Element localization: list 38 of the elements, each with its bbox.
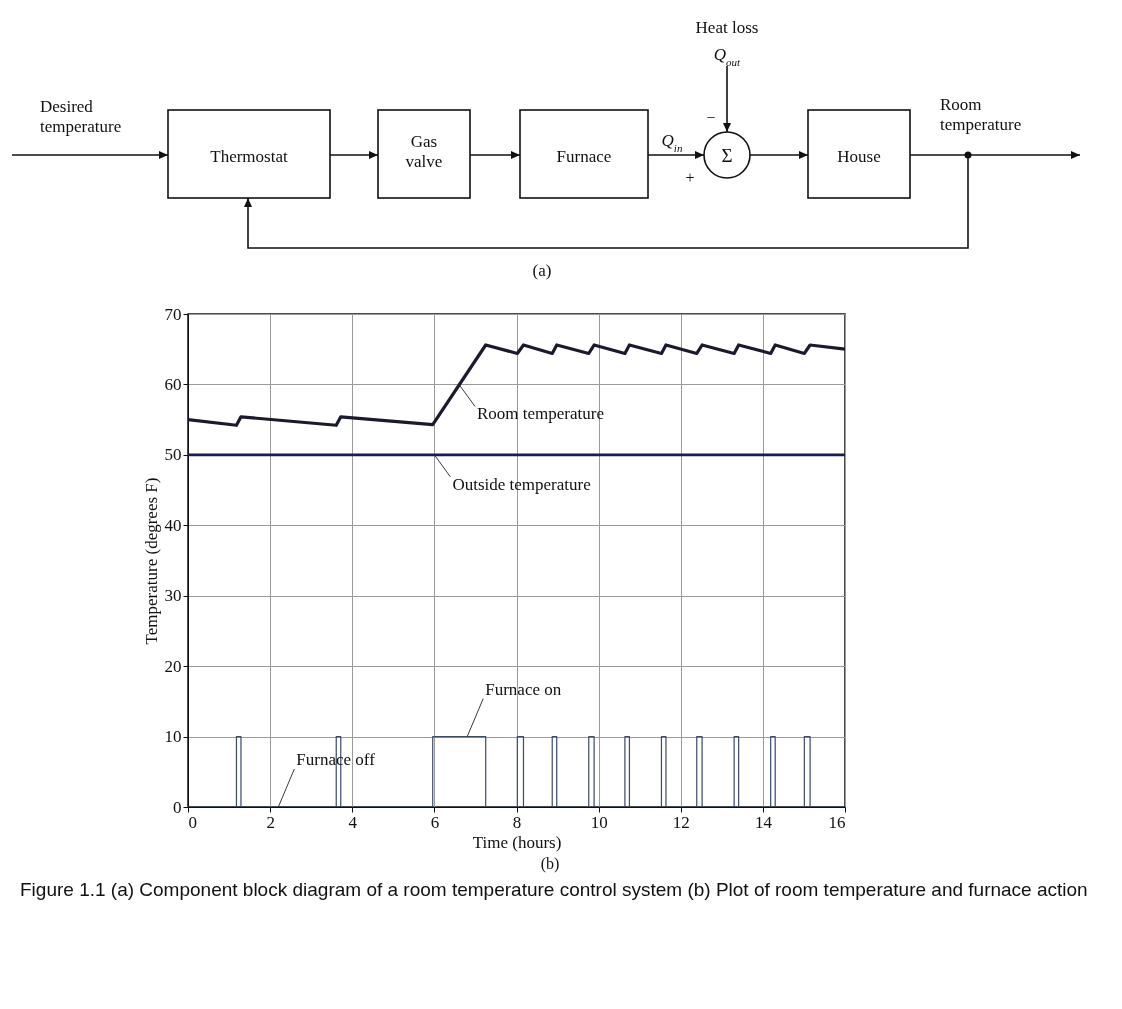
annotation: Room temperature	[477, 404, 605, 424]
text: (b)	[539, 855, 561, 873]
x-tick-label: 16	[828, 812, 846, 832]
x-tick-label: 12	[672, 812, 690, 832]
text: (a)	[532, 261, 552, 280]
text: Q$_{in}$	[661, 131, 683, 154]
x-axis-title: Time (hours)	[472, 832, 562, 852]
text: +	[685, 169, 695, 186]
text: Q$_{out}$	[713, 45, 742, 68]
text: Thermostat	[210, 147, 288, 166]
annotation: Furnace on	[485, 679, 562, 699]
x-tick-label: 10	[590, 812, 608, 832]
text: Desired temperature	[40, 97, 122, 136]
text: Room temperature	[940, 95, 1022, 134]
y-tick-label: 60	[164, 374, 182, 394]
y-tick-label: 10	[164, 727, 182, 747]
x-tick-label: 0	[188, 812, 197, 832]
caption: Figure 1.1 (a) Component block diagram of a room temperature control system (b) Plot of room temperature and furnace action	[20, 878, 1089, 902]
y-tick-label: 50	[164, 445, 182, 465]
x-tick-label: 4	[348, 812, 358, 832]
x-tick-label: 2	[266, 812, 275, 832]
y-tick-label: 70	[164, 304, 182, 324]
y-tick-label: 40	[164, 515, 182, 535]
text: −	[706, 109, 716, 126]
text: House	[837, 147, 881, 166]
line-series	[188, 343, 845, 427]
text: Heat loss	[695, 18, 759, 37]
x-tick-label: 8	[512, 812, 522, 832]
y-tick-label: 0	[173, 797, 182, 817]
text: Gas valve	[405, 132, 443, 171]
text: Furnace	[556, 147, 612, 166]
x-tick-label: 14	[754, 812, 773, 832]
y-tick-label: 20	[164, 656, 182, 676]
annotation: Outside temperature	[452, 474, 591, 494]
text: Σ	[721, 145, 733, 166]
x-tick-label: 6	[430, 812, 440, 832]
y-axis-title: Temperature (degrees F)	[141, 477, 161, 645]
y-tick-label: 30	[164, 586, 182, 606]
